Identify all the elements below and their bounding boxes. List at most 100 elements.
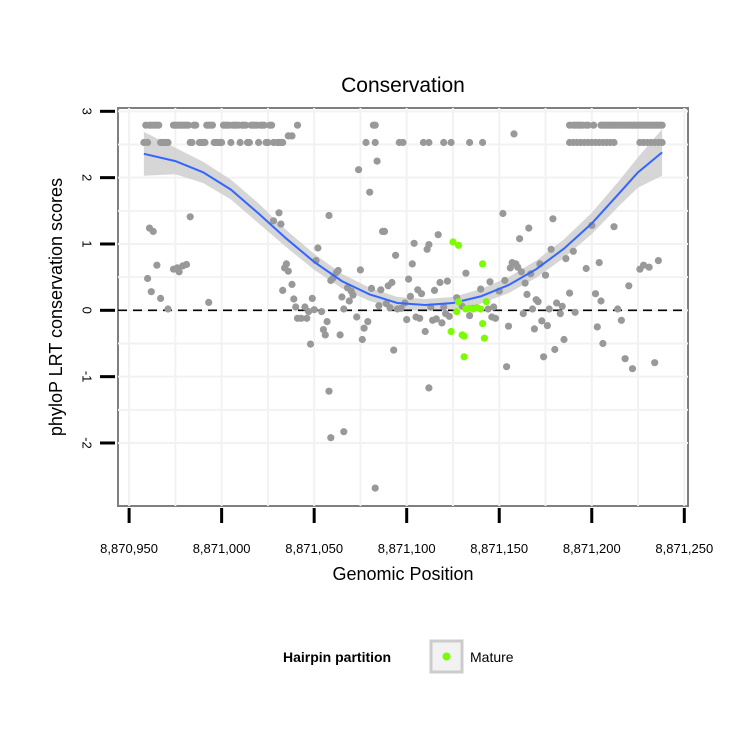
x-tick-label: 8,871,000 [193, 541, 251, 556]
data-point [325, 211, 333, 220]
data-point [540, 353, 548, 361]
data-point [628, 365, 637, 373]
data-point [338, 293, 346, 301]
data-point [440, 138, 448, 147]
data-point [392, 251, 400, 259]
data-point [523, 290, 531, 298]
data-point [610, 223, 618, 231]
data-point [310, 306, 318, 314]
data-point [147, 288, 155, 296]
data-point [447, 138, 455, 147]
data-point [658, 121, 666, 129]
data-point [327, 434, 335, 442]
data-point [434, 231, 442, 239]
legend: Hairpin partition Mature [283, 639, 514, 674]
data-point [640, 261, 648, 269]
data-point [617, 316, 626, 324]
data-point-mature [460, 332, 468, 340]
data-point [306, 340, 315, 348]
data-point [590, 121, 598, 129]
data-point-mature [479, 320, 487, 328]
data-point [654, 257, 663, 265]
points-mature [447, 238, 490, 361]
y-tick-label: 0 [80, 307, 95, 314]
data-point [184, 121, 192, 129]
data-point [356, 266, 364, 274]
data-point [236, 138, 244, 147]
data-point [443, 277, 451, 285]
data-point [282, 260, 290, 268]
data-point [440, 303, 448, 311]
x-tick-label: 8,871,100 [378, 541, 436, 556]
data-point [388, 278, 396, 287]
legend-title: Hairpin partition [283, 649, 391, 665]
data-point [479, 138, 487, 147]
data-point [430, 286, 439, 294]
data-point [541, 271, 550, 279]
data-point [245, 138, 253, 147]
data-point [371, 138, 379, 147]
data-point-mature [460, 353, 468, 361]
data-point [519, 310, 527, 318]
data-point [614, 305, 622, 313]
data-point [562, 255, 570, 263]
y-tick-label: 2 [80, 174, 95, 181]
confidence-band [143, 129, 663, 311]
data-point [297, 314, 305, 322]
data-point [547, 245, 555, 253]
data-point [188, 138, 196, 147]
data-point [516, 235, 524, 243]
data-point-mature [482, 298, 490, 306]
y-tick-label: -1 [80, 371, 95, 383]
data-point [305, 308, 313, 316]
x-tick-label: 8,871,200 [563, 541, 621, 556]
data-point [538, 317, 546, 325]
data-point [517, 268, 526, 276]
loess-smooth-line [143, 151, 663, 307]
data-point [380, 227, 389, 235]
data-point [597, 297, 605, 305]
data-point [390, 346, 398, 354]
data-point [373, 157, 381, 165]
data-point [292, 303, 300, 311]
data-point [255, 138, 263, 147]
data-point [397, 304, 405, 312]
data-point [201, 138, 209, 147]
data-point [425, 241, 433, 249]
data-point [499, 209, 507, 218]
data-point [571, 308, 579, 316]
data-point [582, 264, 590, 273]
data-point [279, 286, 287, 294]
data-point [405, 275, 413, 283]
plot-panel [117, 107, 689, 507]
points-other [140, 121, 666, 492]
data-point [269, 217, 278, 225]
data-point [610, 138, 618, 147]
data-point [658, 138, 666, 147]
data-point [416, 314, 424, 322]
chart-title: Conservation [341, 74, 465, 97]
data-point [279, 138, 287, 147]
x-axis-title: Genomic Position [332, 564, 473, 584]
data-point [549, 215, 557, 223]
data-point [510, 130, 518, 138]
data-point [584, 121, 592, 129]
data-point [419, 138, 427, 147]
data-point [186, 213, 194, 221]
y-tick-label: 1 [80, 240, 95, 247]
x-tick-label: 8,871,050 [285, 541, 343, 556]
data-point [556, 310, 564, 318]
data-point [399, 138, 407, 147]
data-point [208, 121, 216, 129]
data-point-mature [454, 241, 463, 249]
data-point [205, 298, 213, 306]
data-point [290, 295, 298, 303]
data-point [651, 359, 659, 367]
data-point [371, 121, 379, 129]
data-point-mature [479, 260, 487, 268]
data-point [371, 484, 379, 492]
data-point [558, 302, 566, 310]
data-point [268, 121, 276, 129]
data-point [164, 138, 172, 147]
data-point [353, 313, 361, 321]
